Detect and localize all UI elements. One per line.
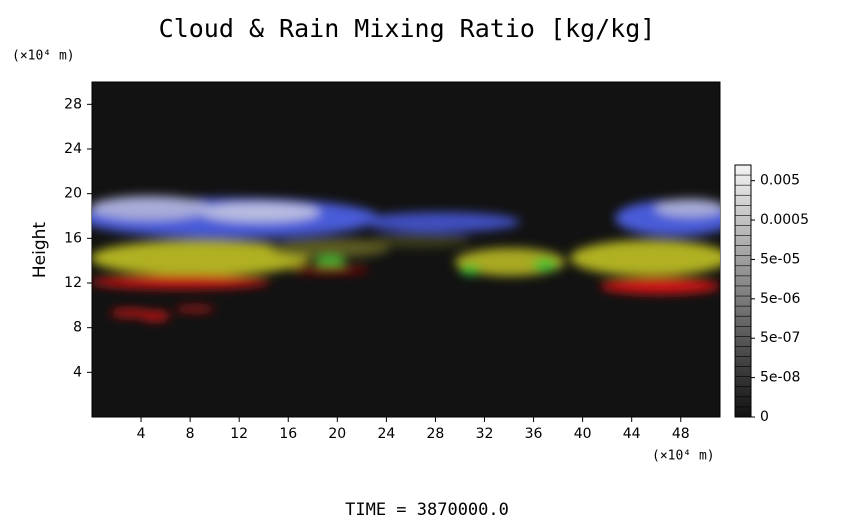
y-tick-label: 24	[64, 141, 82, 157]
x-tick-label: 4	[137, 426, 146, 442]
x-tick-label: 24	[377, 426, 395, 442]
x-tick-label: 48	[672, 426, 690, 442]
y-unit: (×10⁴ m)	[12, 49, 75, 64]
x-tick-label: 28	[427, 426, 445, 442]
x-tick-label: 40	[574, 426, 592, 442]
y-tick-label: 16	[64, 230, 82, 246]
colorbar-label: 5e-07	[760, 330, 800, 346]
x-unit: (×10⁴ m)	[652, 449, 715, 464]
x-tick-label: 32	[476, 426, 494, 442]
chart-title: Cloud & Rain Mixing Ratio [kg/kg]	[159, 14, 656, 43]
colorbar	[734, 164, 752, 418]
y-axis-label: Height	[30, 222, 50, 279]
time-label: TIME = 3870000.0	[345, 500, 509, 519]
colorbar-label: 0.0005	[760, 212, 809, 228]
cloud-render	[92, 196, 720, 321]
colorbar-label: 5e-05	[760, 251, 800, 267]
y-tick-label: 4	[73, 364, 82, 380]
y-tick-label: 28	[64, 96, 82, 112]
colorbar-label: 0	[760, 409, 769, 425]
colorbar-label: 5e-06	[760, 291, 800, 307]
x-tick-label: 12	[230, 426, 248, 442]
colorbar-label: 0.005	[760, 173, 800, 189]
y-tick-label: 12	[64, 275, 82, 291]
x-tick-label: 16	[279, 426, 297, 442]
x-tick-label: 8	[186, 426, 195, 442]
y-tick-label: 20	[64, 186, 82, 202]
x-tick-label: 20	[328, 426, 346, 442]
colorbar-label: 5e-08	[760, 370, 800, 386]
x-tick-label: 36	[525, 426, 543, 442]
y-tick-label: 8	[73, 320, 82, 336]
x-tick-label: 44	[623, 426, 641, 442]
